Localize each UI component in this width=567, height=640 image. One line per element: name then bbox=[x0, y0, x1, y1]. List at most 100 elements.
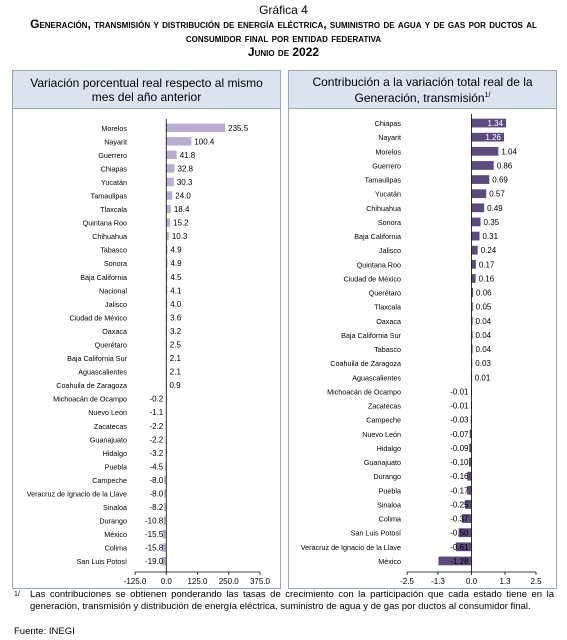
bar-14 bbox=[471, 316, 473, 326]
category-label-31: Colima bbox=[105, 544, 127, 553]
category-label-11: Baja California bbox=[80, 273, 127, 282]
value-label-31: -1.28 bbox=[450, 557, 469, 566]
bar-30 bbox=[455, 542, 472, 552]
right-chart-title: Contribución a la variación total real d… bbox=[289, 71, 556, 109]
value-label-12: 4.1 bbox=[170, 286, 182, 295]
category-label-22: Zacatecas bbox=[94, 422, 128, 431]
value-label-5: 0.57 bbox=[489, 190, 505, 199]
value-label-5: 24.0 bbox=[175, 192, 191, 201]
bar-10 bbox=[471, 259, 476, 269]
value-label-31: -15.8 bbox=[145, 544, 164, 553]
left-chart-title-text: Variación porcentual real respecto al mi… bbox=[30, 75, 263, 104]
bar-31 bbox=[438, 556, 472, 566]
category-label-3: Chiapas bbox=[101, 164, 128, 173]
value-label-21: -1.1 bbox=[149, 408, 163, 417]
category-label-5: Tamaulipas bbox=[91, 192, 128, 201]
footnote: 1/ Las contribuciones se obtienen ponder… bbox=[14, 589, 554, 613]
bar-5 bbox=[471, 189, 487, 199]
category-label-9: Jalisco bbox=[379, 246, 401, 255]
right-chart-title-text: Contribución a la variación total real d… bbox=[312, 74, 533, 105]
bar-0 bbox=[166, 123, 226, 132]
category-label-13: Tlaxcala bbox=[374, 303, 401, 312]
category-label-3: Guerrero bbox=[372, 161, 401, 170]
value-label-26: -8.0 bbox=[149, 476, 163, 485]
value-label-28: -8.2 bbox=[149, 503, 163, 512]
left-chart-title: Variación porcentual real respecto al mi… bbox=[13, 71, 280, 109]
value-label-9: 0.24 bbox=[481, 246, 497, 255]
category-label-15: Baja California Sur bbox=[341, 331, 402, 340]
value-label-30: -0.61 bbox=[450, 543, 469, 552]
chart-date: Junio de 2022 bbox=[247, 45, 320, 59]
category-label-14: Oaxaca bbox=[376, 317, 401, 326]
value-label-24: -0.10 bbox=[450, 458, 469, 467]
category-label-12: Querétaro bbox=[369, 289, 401, 298]
value-label-21: -0.03 bbox=[450, 416, 469, 425]
bar-12 bbox=[471, 288, 474, 297]
footnote-text: Las contribuciones se obtienen ponderand… bbox=[30, 589, 554, 612]
bar-24 bbox=[468, 457, 472, 467]
value-label-25: -0.16 bbox=[450, 472, 469, 481]
value-label-28: -0.37 bbox=[450, 515, 469, 524]
bar-31 bbox=[162, 543, 167, 552]
value-label-0: 235.5 bbox=[228, 124, 249, 133]
right-chart-title-sup: 1/ bbox=[484, 91, 491, 99]
category-label-15: Oaxaca bbox=[102, 327, 127, 336]
category-label-9: Tabasco bbox=[100, 246, 127, 255]
category-label-18: Aguascalientes bbox=[78, 368, 127, 377]
value-label-11: 0.16 bbox=[479, 274, 495, 283]
value-label-3: 32.8 bbox=[177, 164, 193, 173]
category-label-31: México bbox=[378, 557, 401, 566]
value-label-4: 30.3 bbox=[177, 178, 193, 187]
category-label-10: Sonora bbox=[104, 259, 127, 268]
category-label-18: Aguascalientes bbox=[352, 373, 401, 382]
value-label-23: -2.2 bbox=[149, 435, 163, 444]
bar-23 bbox=[469, 443, 472, 453]
bar-5 bbox=[166, 191, 173, 200]
category-label-1: Nayarit bbox=[378, 133, 401, 142]
category-label-23: Hidalgo bbox=[377, 444, 401, 453]
category-label-23: Guanajuato bbox=[90, 435, 127, 444]
category-label-8: Baja California bbox=[354, 232, 401, 241]
bar-28 bbox=[164, 502, 167, 512]
x-tick-label-4: 375.0 bbox=[250, 577, 271, 586]
left-chart-panel: Variación porcentual real respecto al mi… bbox=[12, 70, 281, 589]
category-label-12: Nacional bbox=[99, 286, 127, 295]
value-label-13: 4.0 bbox=[170, 300, 182, 309]
bar-12 bbox=[166, 286, 168, 295]
right-chart-panel: Contribución a la variación total real d… bbox=[288, 70, 557, 589]
bar-8 bbox=[166, 231, 169, 241]
bar-1 bbox=[166, 137, 192, 146]
value-label-29: -0.50 bbox=[450, 529, 469, 538]
value-label-7: 15.2 bbox=[173, 219, 189, 228]
category-label-6: Tlaxcala bbox=[100, 205, 127, 214]
category-label-10: Quintana Roo bbox=[357, 260, 401, 269]
value-label-26: -0.17 bbox=[450, 486, 469, 495]
value-label-24: -3.2 bbox=[149, 449, 163, 458]
value-label-23: -0.09 bbox=[450, 444, 469, 453]
category-label-30: México bbox=[104, 530, 127, 539]
bar-28 bbox=[461, 514, 472, 523]
value-label-27: -0.25 bbox=[450, 500, 469, 509]
bar-6 bbox=[471, 203, 485, 213]
category-label-8: Chihuahua bbox=[92, 232, 127, 241]
bar-30 bbox=[162, 529, 167, 539]
value-label-1: 100.4 bbox=[194, 137, 215, 146]
category-label-0: Morelos bbox=[101, 124, 127, 133]
value-label-16: 0.04 bbox=[476, 345, 492, 354]
value-label-14: 3.6 bbox=[170, 313, 182, 322]
category-label-13: Jalisco bbox=[105, 300, 127, 309]
x-tick-label-2: 125.0 bbox=[187, 577, 208, 586]
right-bar-chart: Chiapas 1.34 Nayarit 1.26 Morelos 1.04 Guerrer… bbox=[301, 114, 542, 586]
category-label-6: Chihuahua bbox=[366, 204, 401, 213]
value-label-8: 10.3 bbox=[172, 232, 188, 241]
bar-0 bbox=[471, 118, 507, 128]
value-label-27: -8.0 bbox=[149, 490, 163, 499]
category-label-16: Tabasco bbox=[374, 345, 401, 354]
category-label-28: Sinaloa bbox=[103, 503, 127, 512]
category-label-19: Coahuila de Zaragoza bbox=[56, 381, 127, 390]
category-label-17: Baja California Sur bbox=[67, 354, 128, 363]
x-tick-label-2: 0.0 bbox=[466, 577, 478, 586]
bar-25 bbox=[165, 462, 167, 471]
bar-4 bbox=[471, 175, 490, 184]
figure-header: Gráfica 4 Generación, transmisión y dist… bbox=[0, 3, 567, 59]
